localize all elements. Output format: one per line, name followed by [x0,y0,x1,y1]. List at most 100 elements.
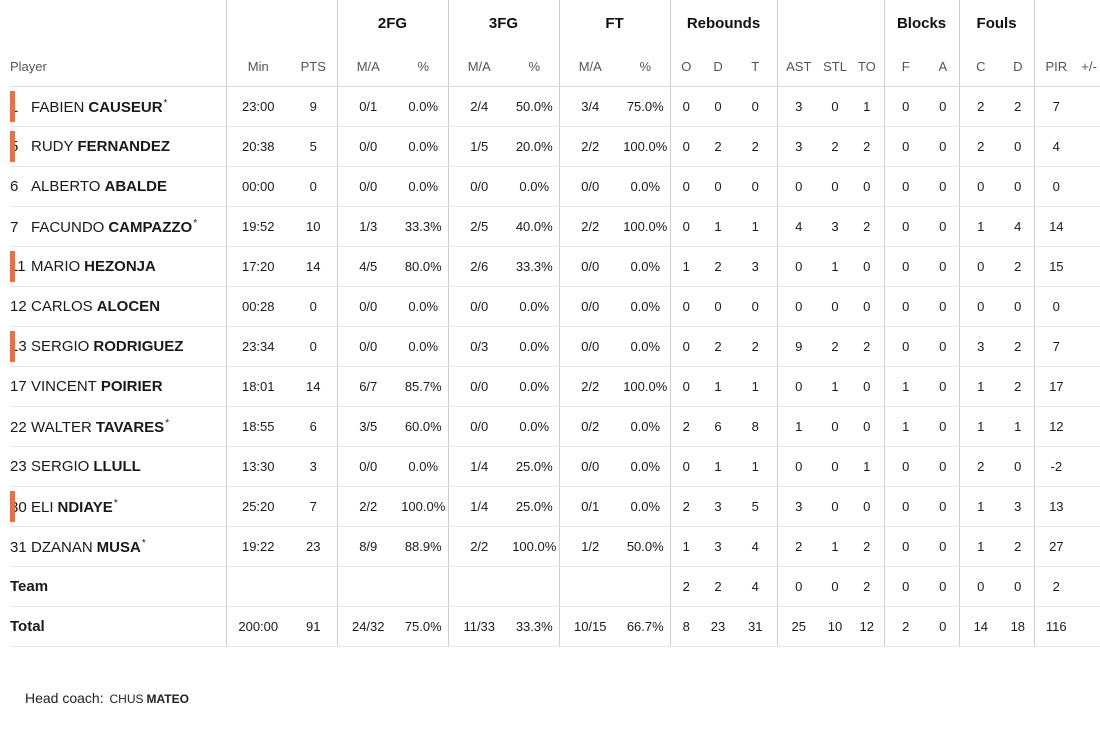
player-name-cell[interactable]: 7 FACUNDO CAMPAZZO* [10,206,226,247]
player-row[interactable]: 13 SERGIO RODRIGUEZ 23:34 0 0/0 0.0% 0/3 0.0% 0/0… [10,326,1100,367]
player-last-name[interactable]: ALOCEN [96,298,161,315]
player-name-cell[interactable]: 6 ALBERTO ABALDE [10,166,226,207]
stat-ft-pct: 100.0% [621,366,671,407]
stat-min: 13:30 [225,446,290,487]
player-row[interactable]: 31 DZANAN MUSA* 19:22 23 8/9 88.9% 2/2 100.0% 1/2… [10,526,1100,567]
player-last-name[interactable]: TAVARES [95,418,165,436]
stat-reb-t: 4 [734,526,778,567]
col-reb-o[interactable]: O [669,46,703,87]
col-plus-minus[interactable]: +/- [1078,46,1100,87]
stat-ast: 3 [776,86,821,127]
player-row[interactable]: 11 MARIO HEZONJA 17:20 14 4/5 80.0% 2/6 33.3% 0/0… [10,246,1100,287]
player-first-name: FABIEN [31,98,85,116]
col-blk-a[interactable]: A [927,46,960,87]
player-row[interactable]: 30 ELI NDIAYE* 25:20 7 2/2 100.0% 1/4 25.0% 0/1 0.… [10,486,1100,527]
player-row[interactable]: 5RUDYFERNANDEZ20:3850/00.0%1/520.0%2/210… [10,126,1100,167]
star-mark: * [163,97,168,109]
player-row[interactable]: 1FABIENCAUSEUR*23:0090/10.0%2/450.0%3/47… [10,86,1100,127]
col-pts[interactable]: PTS [290,46,337,87]
starter-indicator [10,491,15,522]
stat-to: 0 [850,366,885,407]
stat-stl: 0 [820,406,851,447]
stat-foul-d: 2 [1002,246,1035,287]
stat-3fg-pct: 33.3% [510,246,559,287]
player-last-name[interactable]: FERNANDEZ [77,138,171,155]
stat-foul-c: 1 [958,366,1003,407]
stat-ast: 9 [776,326,821,367]
player-name-cell[interactable]: 22 WALTER TAVARES* [10,406,226,447]
col-pir[interactable]: PIR [1033,46,1079,87]
col-ft-ma[interactable]: M/A [558,46,621,87]
col-2fg-pct[interactable]: % [399,46,448,87]
player-row[interactable]: 23 SERGIO LLULL 13:30 3 0/0 0.0% 1/4 25.0% 0/0 0.0… [10,446,1100,487]
player-last-name[interactable]: MUSA [96,538,141,556]
player-name-cell[interactable]: 11 MARIO HEZONJA [10,246,226,287]
player-last-name[interactable]: HEZONJA [84,258,156,275]
player-last-name[interactable]: NDIAYE [57,498,113,516]
player-name-cell[interactable]: 30 ELI NDIAYE* [10,486,226,527]
stat-min: 18:01 [225,366,290,407]
star-mark: * [141,537,146,549]
player-row[interactable]: 12 CARLOS ALOCEN 00:28 0 0/0 0.0% 0/0 0.0% 0/0 0.0… [10,286,1100,327]
stat-foul-d: 2 [1002,326,1035,367]
col-reb-t[interactable]: T [734,46,778,87]
player-last-name[interactable]: LLULL [93,458,141,475]
stat-pts: 5 [290,126,337,167]
stat-min: 18:55 [225,406,290,447]
stat-blk-a: 0 [927,246,960,287]
col-ast[interactable]: AST [776,46,821,87]
col-reb-d[interactable]: D [702,46,735,87]
stat-foul-d: 2 [1002,366,1035,407]
col-3fg-ma[interactable]: M/A [447,46,510,87]
stat-reb-t: 4 [734,566,778,607]
stat-3fg-ma: 1/4 [447,486,510,527]
stat-blk-f: 0 [883,286,928,327]
stat-ft-ma: 0/2 [558,406,621,447]
stat-stl: 2 [820,126,851,167]
stat-blk-a: 0 [927,526,960,567]
stat-reb-d: 1 [702,446,735,487]
stat-stl: 0 [820,286,851,327]
player-last-name[interactable]: RODRIGUEZ [93,338,184,355]
stat-pir: 14 [1033,206,1079,247]
player-row[interactable]: 7 FACUNDO CAMPAZZO* 19:52 10 1/3 33.3% 2/5 40.0%… [10,206,1100,247]
col-player[interactable]: Player [10,46,226,87]
stat-min: 00:28 [225,286,290,327]
player-last-name[interactable]: ABALDE [104,178,167,195]
stat-reb-o: 0 [669,126,703,167]
player-row[interactable]: 22 WALTER TAVARES* 18:55 6 3/5 60.0% 0/0 0.0% 0/2… [10,406,1100,447]
player-name-cell[interactable]: 31 DZANAN MUSA* [10,526,226,567]
stat-2fg-ma: 6/7 [336,366,399,407]
player-first-name: RUDY [31,138,74,155]
col-2fg-ma[interactable]: M/A [336,46,399,87]
player-first-name: WALTER [31,418,92,436]
stat-2fg-pct: 0.0% [399,86,448,127]
col-stl[interactable]: STL [820,46,851,87]
player-name-cell[interactable]: 12 CARLOS ALOCEN [10,286,226,327]
col-blk-f[interactable]: F [883,46,928,87]
col-foul-d[interactable]: D [1002,46,1035,87]
player-name-cell[interactable]: 23 SERGIO LLULL [10,446,226,487]
player-name-cell[interactable]: 17 VINCENT POIRIER [10,366,226,407]
col-3fg-pct[interactable]: % [510,46,559,87]
stat-ft-pct: 0.0% [621,166,671,207]
stat-blk-f: 1 [883,366,928,407]
stat-2fg-pct: 0.0% [399,126,448,167]
stat-2fg-pct: 88.9% [399,526,448,567]
player-last-name[interactable]: POIRIER [100,378,163,395]
player-row[interactable]: 6 ALBERTO ABALDE 00:00 0 0/0 0.0% 0/0 0.0% 0/0 0.0… [10,166,1100,207]
stat-2fg-ma [336,566,399,607]
player-name-cell[interactable]: 5RUDYFERNANDEZ [10,126,226,167]
player-last-name[interactable]: CAUSEUR [88,98,163,116]
player-last-name[interactable]: CAMPAZZO [108,218,193,236]
stat-reb-t: 2 [734,326,778,367]
col-to[interactable]: TO [850,46,885,87]
player-row[interactable]: 17 VINCENT POIRIER 18:01 14 6/7 85.7% 0/0 0.0% 2/… [10,366,1100,407]
stat-reb-t: 0 [734,166,778,207]
stat-foul-c: 1 [958,486,1003,527]
player-name-cell[interactable]: 13 SERGIO RODRIGUEZ [10,326,226,367]
col-min[interactable]: Min [225,46,290,87]
col-ft-pct[interactable]: % [621,46,671,87]
player-name-cell[interactable]: 1FABIENCAUSEUR* [10,86,226,127]
col-foul-c[interactable]: C [958,46,1003,87]
